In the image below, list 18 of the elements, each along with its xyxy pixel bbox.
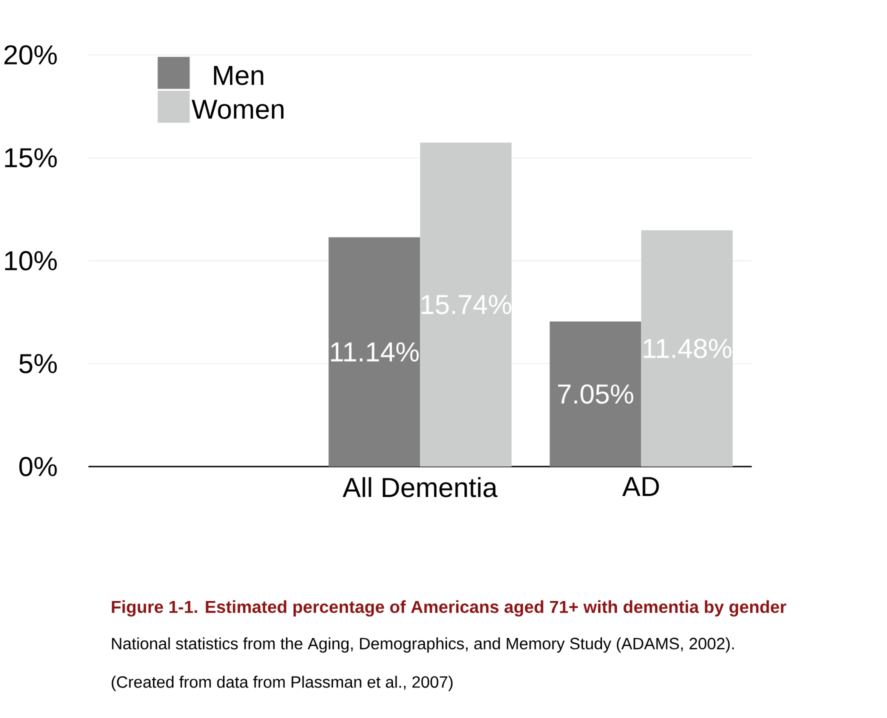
data-label: 11.14%	[331, 342, 419, 362]
y-tick-label: 20%	[4, 45, 57, 64]
y-tick-label: 5%	[19, 354, 57, 374]
bar	[550, 321, 642, 467]
bar	[420, 142, 512, 467]
legend-label: Men	[214, 66, 264, 85]
data-label: 7.05%	[558, 384, 634, 404]
text: (Created from data from Plassman et al., 2007)	[112, 676, 453, 691]
legend-label: Women	[192, 100, 284, 119]
y-tick-label: 10%	[5, 250, 57, 270]
y-tick-label: 0%	[19, 456, 57, 476]
bar	[641, 230, 733, 467]
text: National statistics from the Aging, Demographics, and Memory Study (ADAMS, 2002).	[112, 637, 734, 653]
x-tick-label: All Dementia	[342, 477, 498, 498]
bar	[328, 237, 420, 467]
x-tick-label: AD	[622, 477, 659, 496]
y-tick-label: 15%	[5, 148, 57, 168]
text: Figure 1-1. Estimated percentage of Americans aged 71+ with dementia by gender	[112, 600, 786, 616]
